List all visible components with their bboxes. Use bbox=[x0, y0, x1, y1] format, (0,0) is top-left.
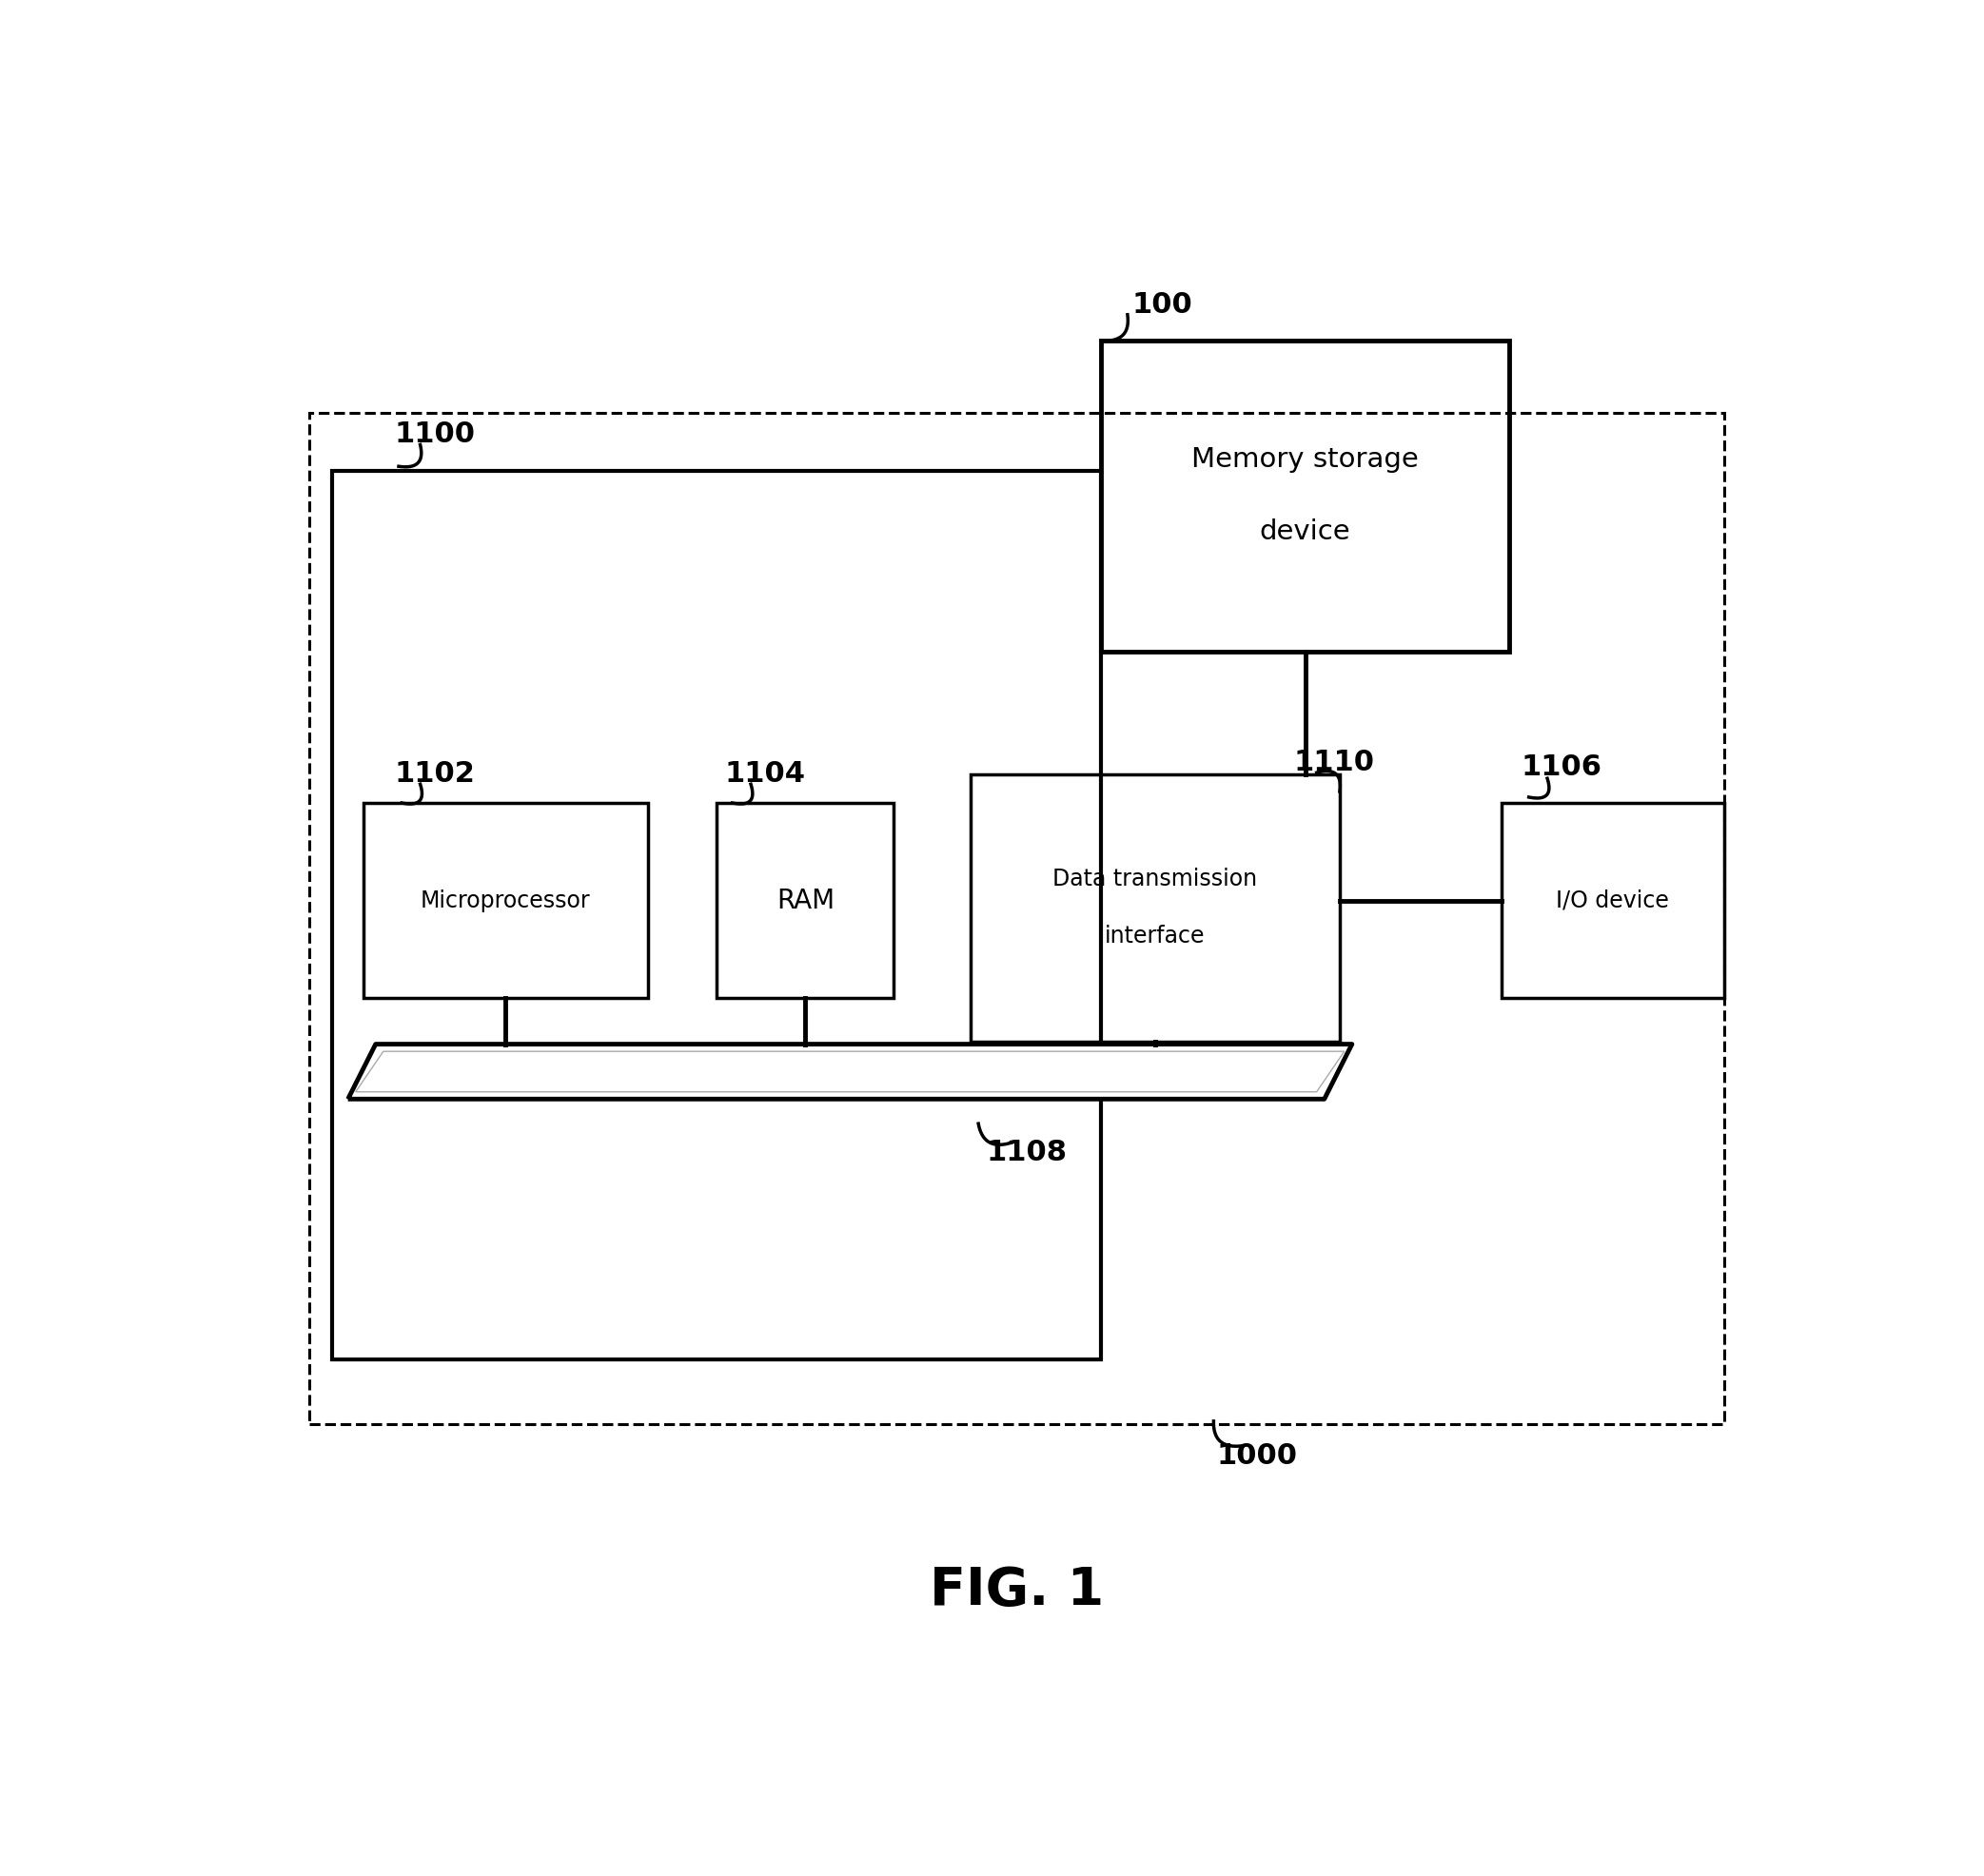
Text: interface: interface bbox=[1105, 925, 1206, 947]
Text: device: device bbox=[1260, 520, 1351, 546]
Bar bbox=[970, 775, 1339, 1041]
Bar bbox=[1502, 803, 1724, 998]
Bar bbox=[1101, 341, 1510, 651]
Text: 1000: 1000 bbox=[1216, 1443, 1298, 1469]
Text: 1106: 1106 bbox=[1522, 752, 1601, 780]
Bar bbox=[310, 413, 1724, 1424]
Text: 1110: 1110 bbox=[1294, 749, 1375, 777]
Text: 1100: 1100 bbox=[395, 420, 474, 448]
Text: I/O device: I/O device bbox=[1555, 889, 1669, 912]
Text: Microprocessor: Microprocessor bbox=[421, 889, 591, 912]
Text: 1104: 1104 bbox=[724, 760, 806, 788]
Text: FIG. 1: FIG. 1 bbox=[930, 1565, 1103, 1615]
Text: 1108: 1108 bbox=[986, 1139, 1067, 1167]
Text: Memory storage: Memory storage bbox=[1192, 446, 1419, 473]
Bar bbox=[363, 803, 647, 998]
Bar bbox=[716, 803, 893, 998]
Text: 1102: 1102 bbox=[395, 760, 474, 788]
Text: RAM: RAM bbox=[776, 887, 835, 914]
Text: 100: 100 bbox=[1133, 291, 1192, 319]
Polygon shape bbox=[347, 1045, 1351, 1099]
Text: Data transmission: Data transmission bbox=[1054, 867, 1258, 891]
Bar bbox=[333, 471, 1101, 1358]
